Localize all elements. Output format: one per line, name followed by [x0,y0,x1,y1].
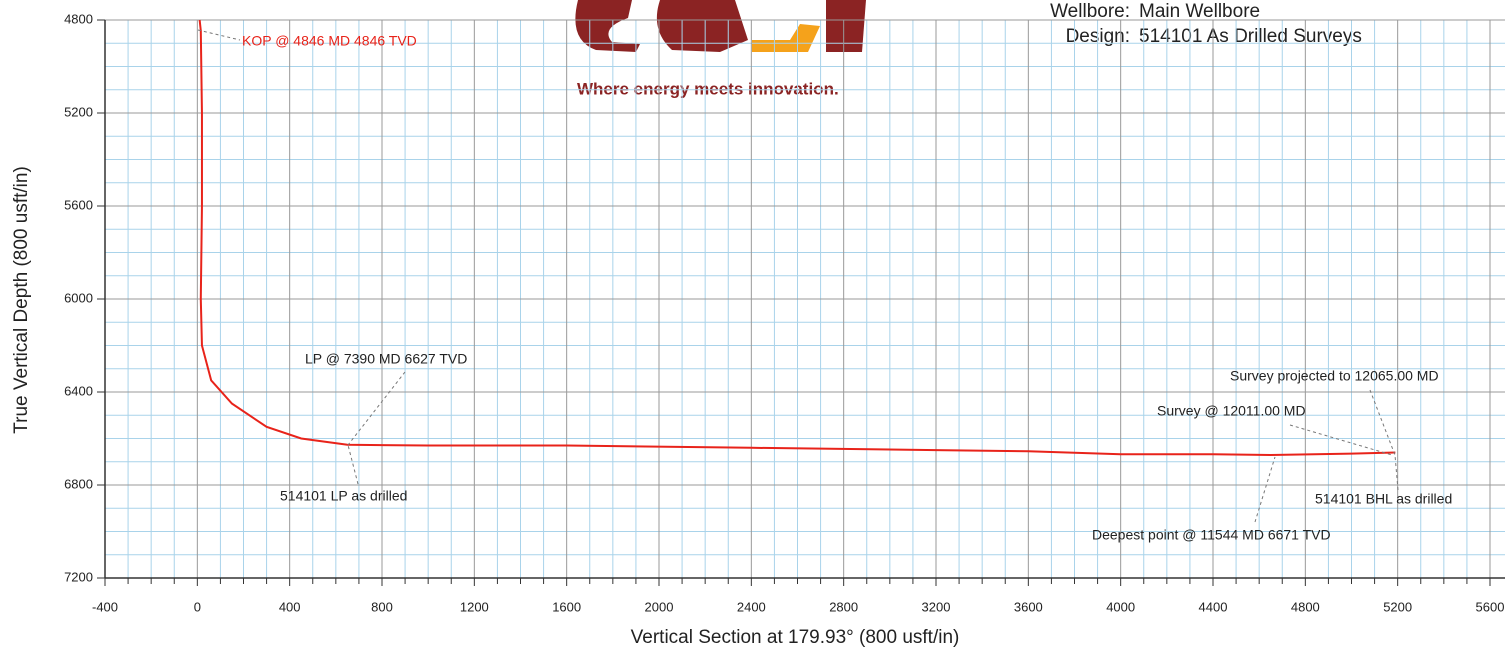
y-tick-label: 5200 [64,104,93,119]
tagline: Where energy meets innovation. [577,79,839,98]
x-tick-label: 4800 [1291,599,1320,614]
y-tick-label: 6400 [64,383,93,398]
annotation: Survey projected to 12065.00 MD [1230,368,1439,384]
header-value: Main Wellbore [1139,1,1260,22]
leader-line [347,371,406,446]
header-value: 514101 As Drilled Surveys [1139,26,1362,47]
x-tick-label: 3600 [1014,599,1043,614]
well-path [198,19,1396,457]
y-axis-title: True Vertical Depth (800 usft/in) [11,166,32,434]
header-label: Wellbore: [1050,1,1130,22]
x-axis-title: Vertical Section at 179.93° (800 usft/in… [631,627,960,648]
x-tick-label: 5600 [1476,599,1505,614]
annotation: 514101 BHL as drilled [1315,491,1452,507]
leader-line [1369,389,1396,456]
x-tick-label: 3200 [922,599,951,614]
x-tick-label: 2400 [737,599,766,614]
x-tick-label: 2800 [829,599,858,614]
annotation: KOP @ 4846 MD 4846 TVD [242,33,417,49]
logo [575,0,866,52]
leader-line [1254,456,1276,523]
annotation: Deepest point @ 11544 MD 6671 TVD [1092,527,1331,543]
x-tick-label: -400 [92,599,118,614]
y-tick-label: 4800 [64,11,93,26]
annotation: Survey @ 12011.00 MD [1157,403,1306,419]
annotation: LP @ 7390 MD 6627 TVD [305,351,467,367]
leader-line [197,29,241,41]
x-tick-label: 2000 [645,599,674,614]
leader-line [347,444,359,485]
x-tick-label: 4000 [1106,599,1135,614]
y-tick-label: 6000 [64,290,93,305]
y-tick-label: 5600 [64,197,93,212]
x-tick-label: 5200 [1383,599,1412,614]
x-tick-label: 1600 [552,599,581,614]
x-tick-label: 800 [371,599,393,614]
annotation: 514101 LP as drilled [280,488,407,504]
x-tick-label: 1200 [460,599,489,614]
y-tick-label: 7200 [64,569,93,584]
x-tick-label: 400 [279,599,301,614]
x-tick-label: 0 [194,599,201,614]
y-tick-label: 6800 [64,476,93,491]
x-tick-label: 4400 [1199,599,1228,614]
